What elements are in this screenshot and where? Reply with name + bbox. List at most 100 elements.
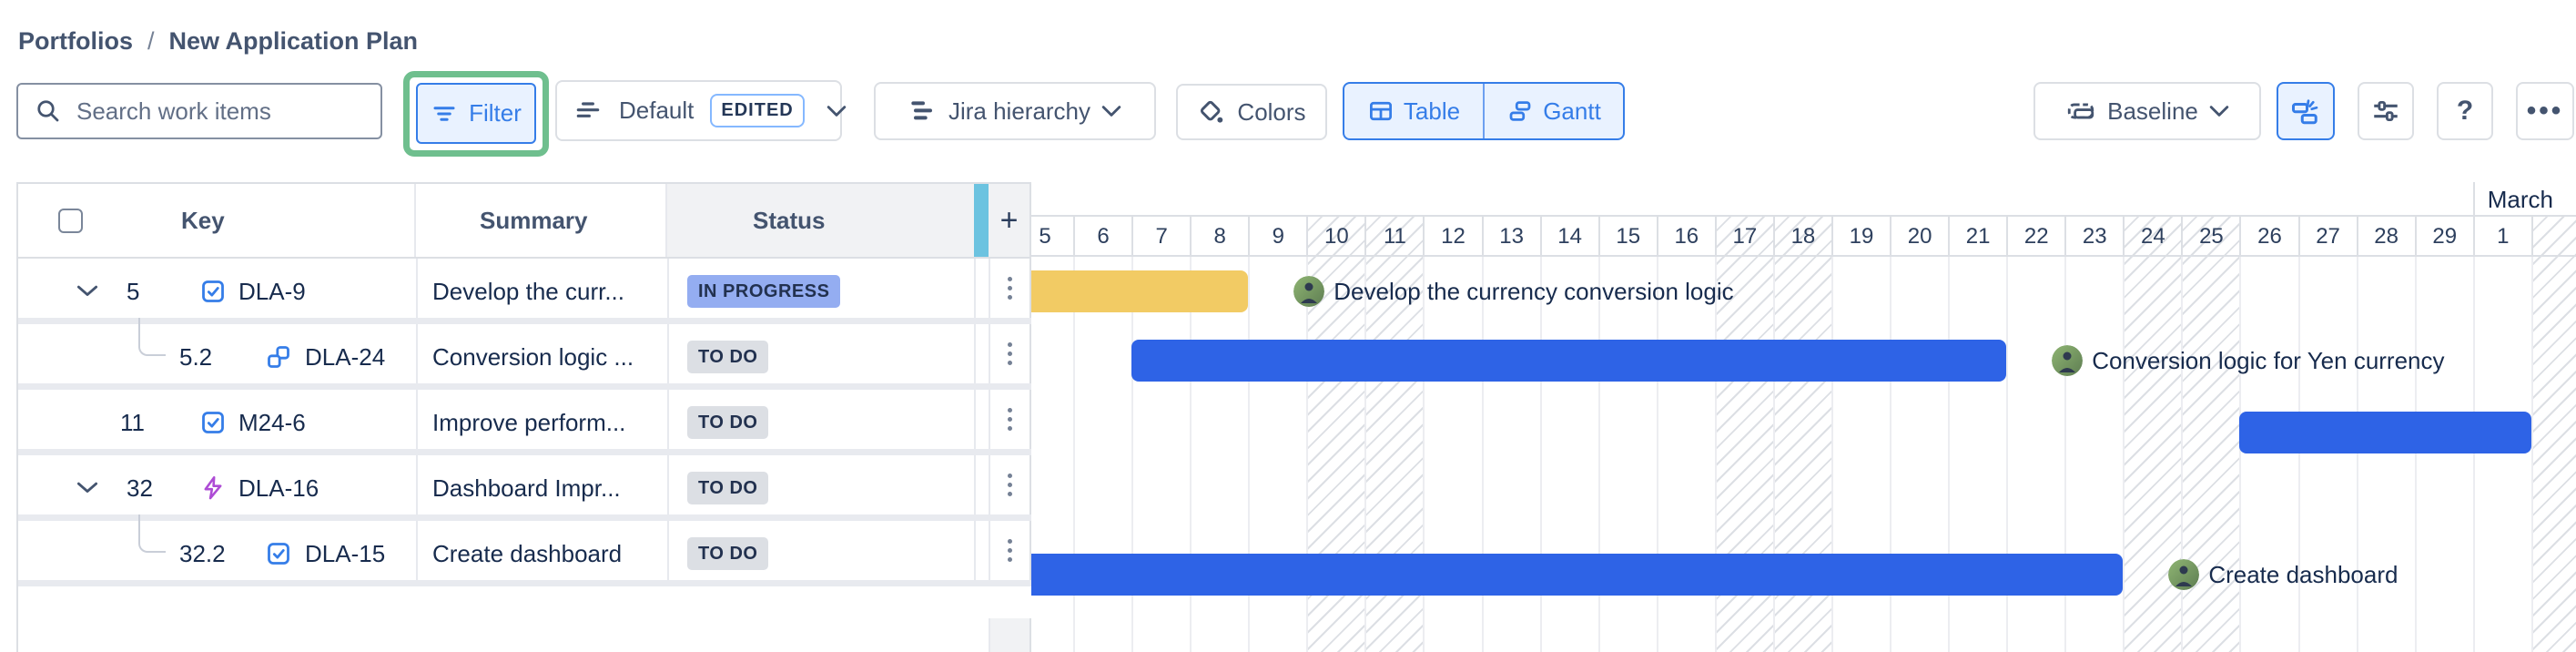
table-row[interactable]: 11 M24-6 Improve perform... TO DO xyxy=(18,390,1031,455)
task-type-icon xyxy=(200,410,226,440)
day-header-cell: 10 xyxy=(1306,217,1364,257)
day-header-cell: 6 xyxy=(1073,217,1131,257)
view-settings-button[interactable] xyxy=(2358,82,2414,140)
issue-summary[interactable]: Improve perform... xyxy=(432,409,626,436)
help-button[interactable]: ? xyxy=(2437,82,2493,140)
day-gridline xyxy=(2356,257,2358,652)
row-menu-button[interactable] xyxy=(989,324,1031,383)
day-gridline xyxy=(1890,257,1892,652)
timeline-month-row: March xyxy=(1031,182,2576,217)
table-row[interactable]: 32.2 DLA-15 Create dashboard TO DO xyxy=(18,514,1031,586)
breadcrumb-portfolios-link[interactable]: Portfolios xyxy=(18,27,133,55)
task-type-icon xyxy=(266,541,291,571)
gantt-bar[interactable] xyxy=(1031,270,1249,312)
breadcrumb: Portfolios / New Application Plan xyxy=(18,27,418,56)
issue-summary[interactable]: Create dashboard xyxy=(432,540,623,567)
issue-summary[interactable]: Dashboard Impr... xyxy=(432,474,621,502)
row-number: 5.2 xyxy=(179,343,213,371)
column-header-summary[interactable]: Summary xyxy=(416,184,667,257)
issue-key[interactable]: DLA-24 xyxy=(305,343,386,371)
hierarchy-selector[interactable]: Jira hierarchy xyxy=(874,82,1156,140)
row-menu-button[interactable] xyxy=(989,455,1031,514)
assignee-avatar[interactable] xyxy=(2052,345,2084,376)
status-badge[interactable]: TO DO xyxy=(687,472,769,504)
table-row[interactable]: 5.2 DLA-24 Conversion logic ... TO DO xyxy=(18,318,1031,390)
auto-schedule-button[interactable] xyxy=(2277,82,2335,140)
issue-key[interactable]: DLA-16 xyxy=(238,474,319,502)
chevron-down-icon xyxy=(1101,106,1121,117)
gantt-bar[interactable] xyxy=(2239,412,2531,453)
day-header-cell: 13 xyxy=(1481,217,1540,257)
day-header-cell: 17 xyxy=(1714,217,1773,257)
table-view-button[interactable]: Table xyxy=(1344,84,1483,138)
issue-key[interactable]: M24-6 xyxy=(238,409,306,436)
table-row[interactable]: 5 DLA-9 Develop the curr... IN PROGRESS xyxy=(18,259,1031,324)
more-options-button[interactable]: ••• xyxy=(2516,82,2574,140)
table-header: Key Summary Status + xyxy=(18,184,1031,259)
sliders-icon xyxy=(2374,100,2398,122)
status-badge[interactable]: TO DO xyxy=(687,406,769,439)
filter-icon xyxy=(433,106,455,121)
status-badge[interactable]: TO DO xyxy=(687,341,769,373)
table-icon xyxy=(1369,101,1392,121)
day-gridline xyxy=(1481,257,1484,652)
expand-chevron-icon[interactable] xyxy=(76,477,98,504)
paint-bucket-icon xyxy=(1201,100,1223,123)
day-header-cell: 19 xyxy=(1831,217,1890,257)
status-badge[interactable]: IN PROGRESS xyxy=(687,275,841,308)
hierarchy-icon xyxy=(911,101,932,120)
table-row[interactable]: 32 DLA-16 Dashboard Impr... TO DO xyxy=(18,455,1031,521)
gantt-bar[interactable] xyxy=(1131,340,2007,382)
gantt-view-button[interactable]: Gantt xyxy=(1483,84,1623,138)
day-gridline xyxy=(1772,257,1775,652)
gantt-bar[interactable] xyxy=(1031,554,2124,596)
day-header-cell: 27 xyxy=(2297,217,2357,257)
add-column-track xyxy=(989,618,1031,652)
baseline-selector[interactable]: Baseline xyxy=(2033,82,2261,140)
colors-button[interactable]: Colors xyxy=(1176,84,1327,140)
row-menu-button[interactable] xyxy=(989,521,1031,580)
day-gridline xyxy=(1714,257,1717,652)
day-gridline xyxy=(2123,257,2125,652)
search-work-items-box[interactable] xyxy=(16,83,382,139)
day-gridline xyxy=(1656,257,1658,652)
day-header-cell: 11 xyxy=(1364,217,1423,257)
column-header-status[interactable]: Status xyxy=(667,184,974,257)
select-all-checkbox[interactable] xyxy=(58,208,83,233)
column-resize-indicator[interactable] xyxy=(974,184,989,257)
edited-badge: EDITED xyxy=(710,94,805,127)
day-header-cell: 22 xyxy=(2006,217,2064,257)
expand-chevron-icon[interactable] xyxy=(76,280,98,307)
filter-button[interactable]: Filter xyxy=(416,83,536,144)
breadcrumb-plan-name: New Application Plan xyxy=(168,27,419,55)
gantt-bar-label: Develop the currency conversion logic xyxy=(1334,278,1734,305)
task-type-icon xyxy=(200,279,226,309)
gantt-bar-label: Create dashboard xyxy=(2208,561,2399,588)
assignee-avatar[interactable] xyxy=(1293,276,1325,307)
day-header-cell xyxy=(2530,217,2576,257)
day-header-cell: 15 xyxy=(1597,217,1657,257)
breadcrumb-separator: / xyxy=(147,27,155,55)
gantt-timeline[interactable]: March 5 6 7 8 9 10 11 12 13 14 15 16 17 18 19 20 21 22 23 2… xyxy=(1031,182,2576,652)
column-header-key[interactable]: Key xyxy=(181,206,225,234)
day-header-cell: 16 xyxy=(1656,217,1715,257)
saved-view-selector[interactable]: Default EDITED xyxy=(555,80,846,141)
search-input[interactable] xyxy=(76,97,331,126)
vertical-ellipsis-icon xyxy=(1008,474,1012,496)
issue-key[interactable]: DLA-9 xyxy=(238,278,306,305)
day-gridline xyxy=(1948,257,1951,652)
gantt-bar-label: Conversion logic for Yen currency xyxy=(2092,347,2445,374)
day-gridline xyxy=(1423,257,1425,652)
row-menu-button[interactable] xyxy=(989,259,1031,318)
issue-key[interactable]: DLA-15 xyxy=(305,540,386,567)
assignee-avatar[interactable] xyxy=(2168,559,2200,590)
day-gridline xyxy=(2239,257,2242,652)
status-badge[interactable]: TO DO xyxy=(687,537,769,570)
issue-summary[interactable]: Conversion logic ... xyxy=(432,343,634,371)
day-header-cell: 26 xyxy=(2239,217,2297,257)
add-column-button[interactable]: + xyxy=(989,184,1031,257)
issue-summary[interactable]: Develop the curr... xyxy=(432,278,624,305)
row-menu-button[interactable] xyxy=(989,390,1031,449)
day-gridline xyxy=(2472,257,2475,652)
